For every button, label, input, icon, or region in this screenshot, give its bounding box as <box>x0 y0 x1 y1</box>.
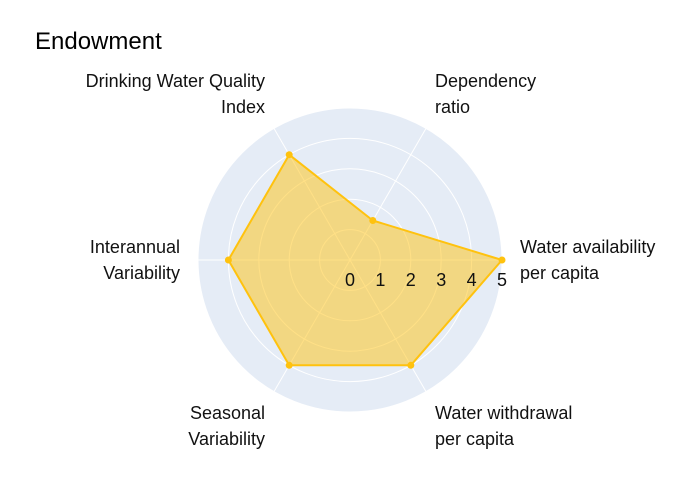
axis-labels: Water availability per capita Dependency ra… <box>86 71 656 449</box>
radial-tick-label: 1 <box>375 270 385 290</box>
radial-tick-label: 5 <box>497 270 507 290</box>
axis-label-line: Water withdrawal <box>435 403 572 423</box>
radial-tick-label: 0 <box>345 270 355 290</box>
axis-label-line: Drinking Water Quality <box>86 71 265 91</box>
axis-label-line: Seasonal <box>190 403 265 423</box>
axis-label: Interannual Variability <box>90 237 180 283</box>
data-point-2 <box>285 151 293 159</box>
axis-label: Drinking Water Quality Index <box>86 71 265 117</box>
axis-label: Water availability per capita <box>520 237 655 283</box>
axis-label-line: Variability <box>188 429 265 449</box>
data-point-3 <box>224 256 232 264</box>
radial-tick-label: 3 <box>436 270 446 290</box>
radial-tick-label: 2 <box>406 270 416 290</box>
axis-label-line: per capita <box>520 263 600 283</box>
data-point-4 <box>285 361 293 369</box>
axis-label-line: per capita <box>435 429 515 449</box>
axis-label-line: Variability <box>103 263 180 283</box>
radial-tick-label: 4 <box>467 270 477 290</box>
chart-title: Endowment <box>35 28 162 55</box>
axis-label-line: Dependency <box>435 71 536 91</box>
series-endowment <box>224 151 506 369</box>
axis-label: Water withdrawal per capita <box>435 403 572 449</box>
data-point-0 <box>498 256 506 264</box>
axis-label-line: Interannual <box>90 237 180 257</box>
axis-label: Seasonal Variability <box>188 403 265 449</box>
axis-label: Dependency ratio <box>435 71 536 117</box>
axis-label-line: ratio <box>435 97 470 117</box>
axis-label-line: Water availability <box>520 237 655 257</box>
data-point-5 <box>407 361 415 369</box>
axis-label-line: Index <box>221 97 265 117</box>
data-point-1 <box>369 217 377 225</box>
